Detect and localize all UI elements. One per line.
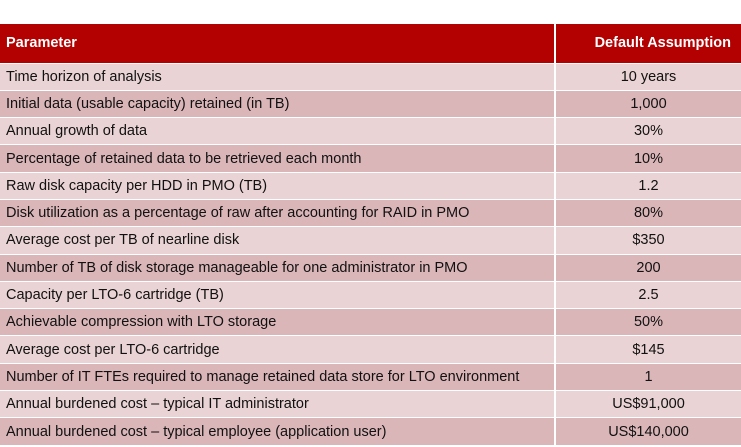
parameter-cell: Raw disk capacity per HDD in PMO (TB) [0,171,556,200]
parameter-cell: Average cost per LTO-6 cartridge [0,335,556,364]
assumptions-table-container: Parameter Default Assumption Time horizo… [0,24,741,446]
value-cell: 1,000 [555,89,741,118]
value-cell: $145 [555,335,741,364]
parameter-cell: Percentage of retained data to be retrie… [0,144,556,173]
parameter-cell: Capacity per LTO-6 cartridge (TB) [0,280,556,309]
value-cell: 1.2 [555,171,741,200]
value-cell: $350 [555,226,741,255]
value-cell: 2.5 [555,280,741,309]
table-row: Raw disk capacity per HDD in PMO (TB) 1.… [0,171,741,200]
value-cell: US$91,000 [555,390,741,418]
table-header: Parameter Default Assumption [0,24,741,63]
value-cell: 30% [555,117,741,145]
value-cell: 50% [555,308,741,336]
table-row: Achievable compression with LTO storage … [0,308,741,336]
value-cell: 80% [555,198,741,227]
parameter-cell: Average cost per TB of nearline disk [0,226,556,255]
column-header-parameter: Parameter [0,24,556,63]
table-row: Number of TB of disk storage manageable … [0,253,741,282]
table-row: Average cost per LTO-6 cartridge $145 [0,335,741,364]
parameter-cell: Time horizon of analysis [0,62,556,91]
parameter-cell: Disk utilization as a percentage of raw … [0,198,556,227]
table-row: Annual burdened cost – typical employee … [0,417,741,446]
parameter-cell: Number of IT FTEs required to manage ret… [0,362,556,391]
parameter-cell: Achievable compression with LTO storage [0,308,556,336]
parameter-cell: Number of TB of disk storage manageable … [0,253,556,282]
table-row: Percentage of retained data to be retrie… [0,144,741,173]
table-row: Disk utilization as a percentage of raw … [0,198,741,227]
table-row: Average cost per TB of nearline disk $35… [0,226,741,255]
header-row: Parameter Default Assumption [0,24,741,63]
table-row: Time horizon of analysis 10 years [0,62,741,91]
parameter-cell: Initial data (usable capacity) retained … [0,89,556,118]
table-row: Annual burdened cost – typical IT admini… [0,390,741,418]
parameter-cell: Annual growth of data [0,117,556,145]
column-header-default-assumption: Default Assumption [594,35,731,52]
value-cell: 200 [555,253,741,282]
table-body: Time horizon of analysis 10 years Initia… [0,62,741,446]
table-row: Number of IT FTEs required to manage ret… [0,362,741,391]
assumptions-table: Parameter Default Assumption Time horizo… [0,24,741,446]
value-cell: US$140,000 [555,417,741,446]
value-cell: 10% [555,144,741,173]
parameter-cell: Annual burdened cost – typical IT admini… [0,390,556,418]
table-row: Annual growth of data 30% [0,117,741,145]
value-cell: 10 years [555,62,741,91]
value-cell: 1 [555,362,741,391]
table-row: Capacity per LTO-6 cartridge (TB) 2.5 [0,280,741,309]
parameter-cell: Annual burdened cost – typical employee … [0,417,556,446]
table-row: Initial data (usable capacity) retained … [0,89,741,118]
